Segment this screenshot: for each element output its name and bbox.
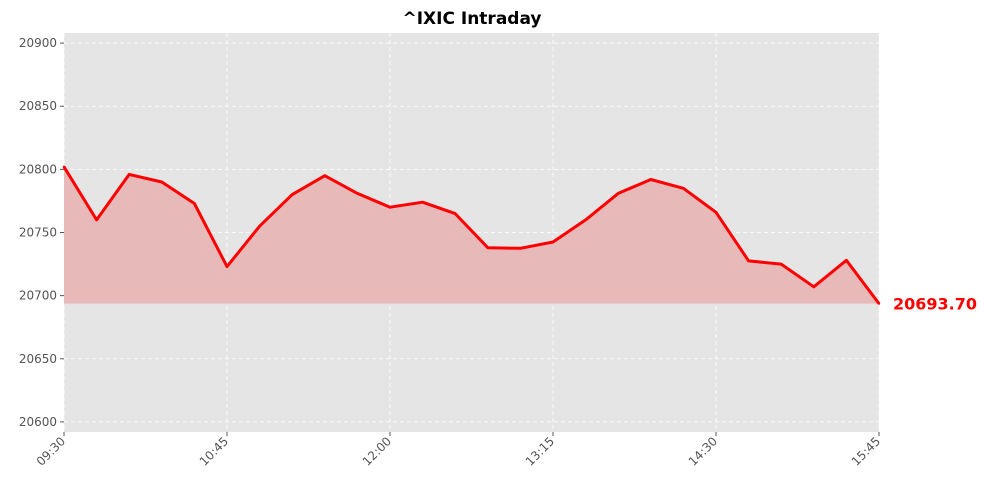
chart-title: ^IXIC Intraday — [402, 9, 541, 29]
price-line — [62, 166, 881, 305]
data-point — [519, 247, 522, 250]
y-tick-label: 20650 — [19, 352, 57, 366]
y-tick-label: 20600 — [19, 415, 57, 429]
data-point — [95, 218, 98, 222]
data-point — [421, 200, 424, 204]
data-point — [649, 178, 652, 181]
x-tick-label: 10:45 — [197, 434, 231, 468]
x-tick-label: 12:00 — [360, 434, 394, 468]
x-axis-ticks: 09:30 10:45 12:00 13:15 14:30 15:45 — [34, 432, 883, 469]
data-point — [160, 180, 163, 184]
last-price-label: 20693.70 — [893, 295, 977, 314]
data-point — [812, 285, 815, 288]
data-point — [584, 218, 587, 222]
data-point — [877, 302, 881, 305]
y-tick-label: 20850 — [19, 99, 57, 113]
data-point — [486, 246, 489, 249]
data-point — [682, 187, 685, 190]
y-tick-label: 20800 — [19, 162, 57, 176]
data-point — [291, 193, 294, 196]
x-tick-label: 15:45 — [849, 434, 883, 468]
data-point — [388, 206, 392, 209]
data-point — [258, 224, 261, 228]
data-point — [714, 211, 718, 214]
data-point — [193, 202, 196, 205]
data-point — [356, 192, 359, 195]
data-point — [454, 212, 457, 215]
data-point — [323, 174, 326, 177]
y-tick-label: 20700 — [19, 289, 57, 303]
data-point — [551, 240, 555, 244]
data-point — [845, 259, 848, 262]
data-points — [62, 165, 881, 305]
data-point — [128, 173, 131, 176]
data-point — [617, 192, 620, 195]
x-tick-label: 14:30 — [686, 434, 720, 468]
y-tick-label: 20750 — [19, 226, 57, 240]
data-point — [225, 265, 229, 268]
x-tick-label: 09:30 — [34, 434, 68, 468]
data-point — [780, 262, 783, 266]
y-tick-label: 20900 — [19, 36, 57, 50]
y-axis-ticks: 20600 20650 20700 20750 20800 20850 20900 — [19, 36, 64, 429]
data-point — [747, 259, 750, 263]
price-area-fill — [64, 166, 879, 304]
data-point — [62, 165, 66, 169]
x-tick-label: 13:15 — [523, 434, 557, 468]
